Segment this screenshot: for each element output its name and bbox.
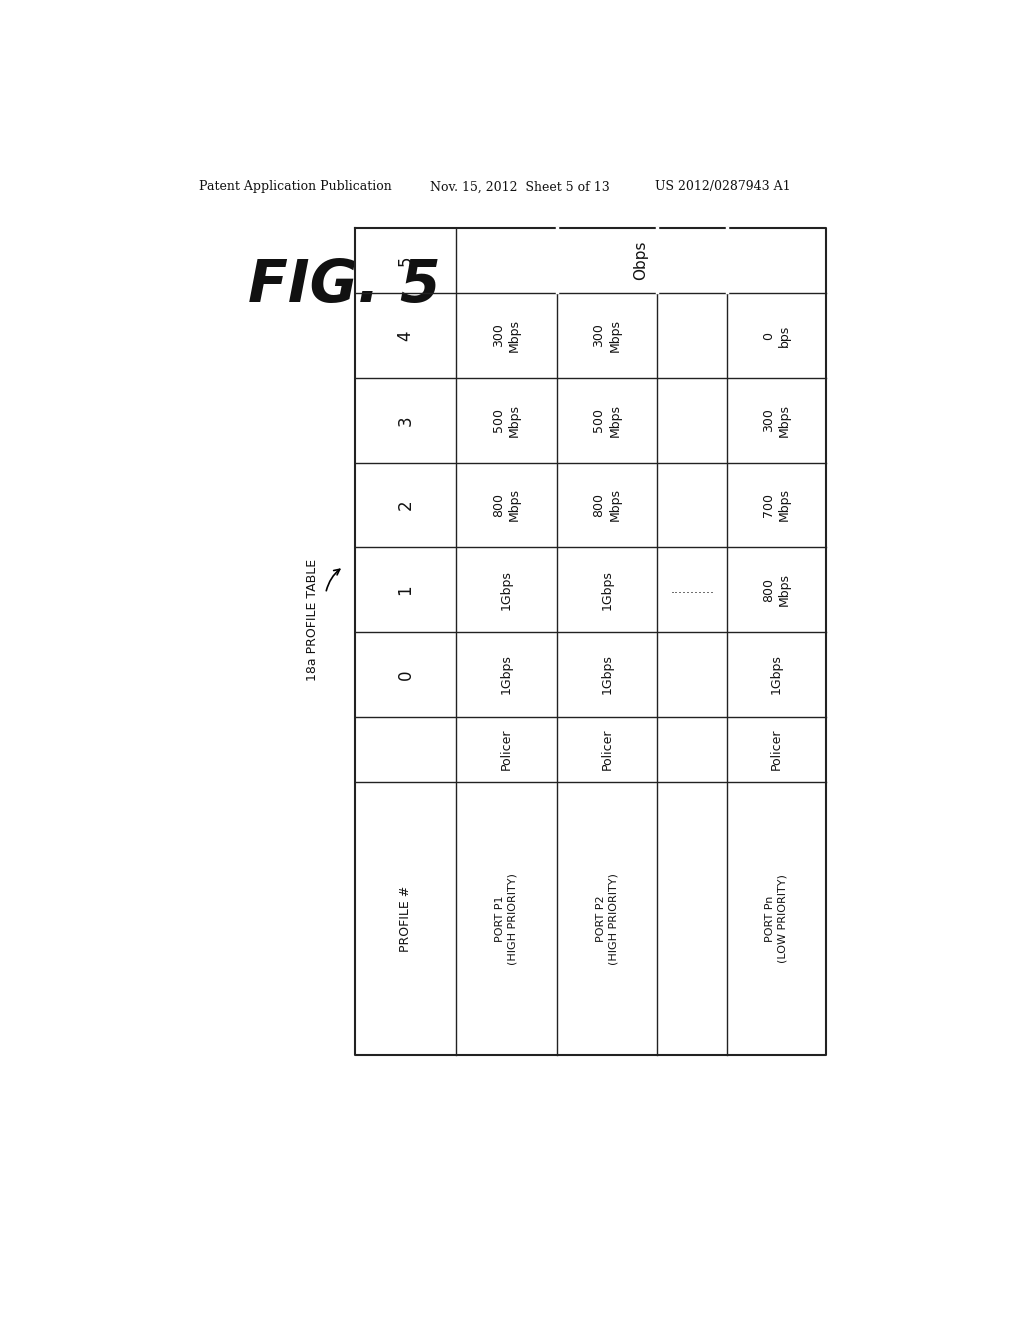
- Text: 1Gbps: 1Gbps: [600, 655, 613, 694]
- Text: 700
Mbps: 700 Mbps: [762, 488, 791, 521]
- Text: Policer: Policer: [600, 729, 613, 770]
- Text: Policer: Policer: [770, 729, 782, 770]
- Text: 800
Mbps: 800 Mbps: [762, 573, 791, 606]
- Text: PORT Pn
(LOW PRIORITY): PORT Pn (LOW PRIORITY): [765, 874, 787, 964]
- Text: ...........: ...........: [670, 583, 714, 597]
- Text: Obps: Obps: [633, 240, 648, 280]
- Text: 500
Mbps: 500 Mbps: [593, 404, 622, 437]
- Text: 5: 5: [396, 255, 415, 265]
- Text: 2: 2: [396, 499, 415, 511]
- Text: 1Gbps: 1Gbps: [500, 570, 513, 610]
- Text: 18a PROFILE TABLE: 18a PROFILE TABLE: [306, 560, 318, 681]
- Text: 1Gbps: 1Gbps: [770, 655, 782, 694]
- Text: US 2012/0287943 A1: US 2012/0287943 A1: [655, 181, 791, 194]
- Text: 300
Mbps: 300 Mbps: [593, 319, 622, 352]
- Text: 1: 1: [396, 585, 415, 595]
- Text: 3: 3: [396, 414, 415, 425]
- Text: PROFILE #: PROFILE #: [399, 886, 412, 952]
- Text: Patent Application Publication: Patent Application Publication: [200, 181, 392, 194]
- Text: 300
Mbps: 300 Mbps: [762, 404, 791, 437]
- Text: PORT P2
(HIGH PRIORITY): PORT P2 (HIGH PRIORITY): [596, 873, 618, 965]
- Text: Policer: Policer: [500, 729, 513, 770]
- Text: 1Gbps: 1Gbps: [600, 570, 613, 610]
- Text: 0: 0: [396, 669, 415, 680]
- Text: 300
Mbps: 300 Mbps: [492, 319, 520, 352]
- Text: 0
bps: 0 bps: [762, 325, 791, 347]
- Text: 800
Mbps: 800 Mbps: [492, 488, 520, 521]
- Text: PORT P1
(HIGH PRIORITY): PORT P1 (HIGH PRIORITY): [495, 873, 517, 965]
- Text: Nov. 15, 2012  Sheet 5 of 13: Nov. 15, 2012 Sheet 5 of 13: [430, 181, 610, 194]
- Text: 1Gbps: 1Gbps: [500, 655, 513, 694]
- Text: FIG. 5: FIG. 5: [248, 257, 440, 314]
- Text: 500
Mbps: 500 Mbps: [492, 404, 520, 437]
- Text: 4: 4: [396, 330, 415, 341]
- Text: 800
Mbps: 800 Mbps: [593, 488, 622, 521]
